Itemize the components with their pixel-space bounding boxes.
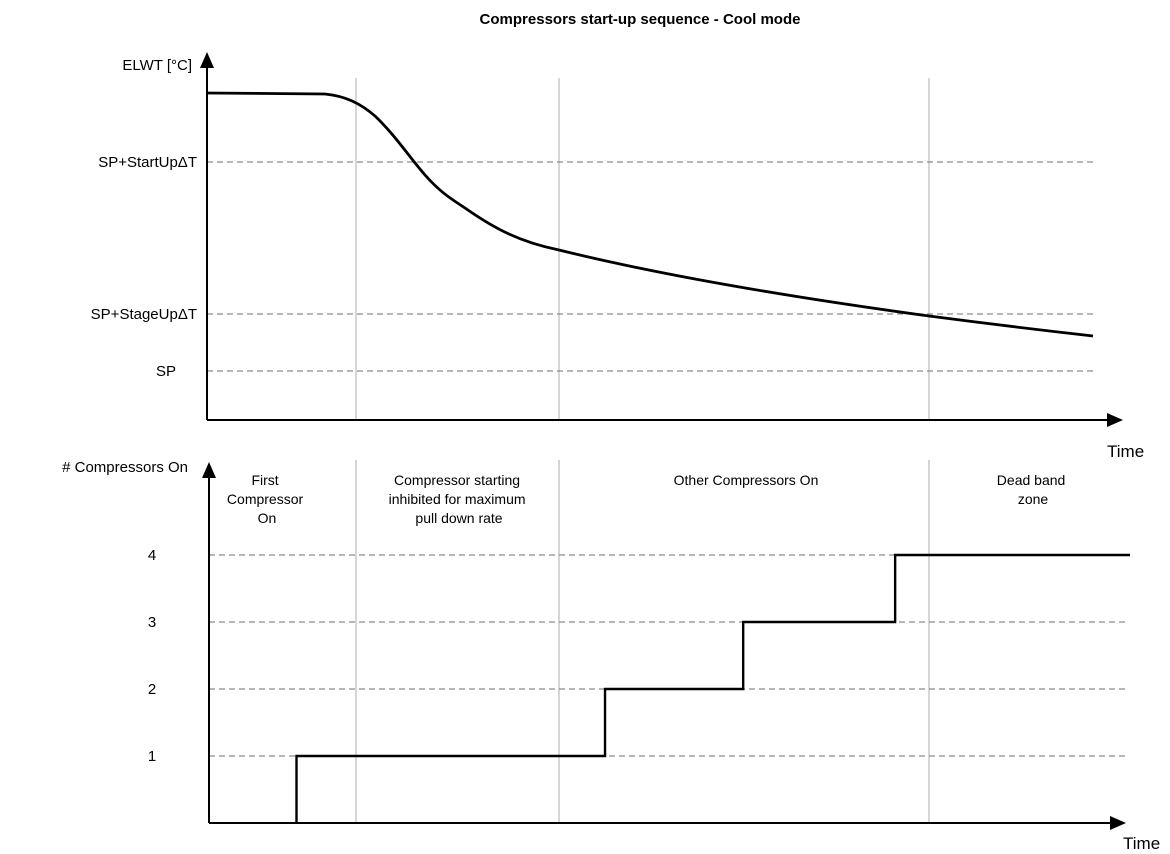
elwt-y-arrow xyxy=(200,52,214,68)
zone-4-line-1: Dead band xyxy=(997,472,1066,488)
ref-label-sp: SP xyxy=(156,363,176,380)
zone-4-line-2: zone xyxy=(1018,491,1049,507)
zone-3-line-1: Other Compressors On xyxy=(674,472,819,488)
compressor-tick-label-2: 2 xyxy=(148,681,156,698)
elwt-y-axis-label: ELWT [°C] xyxy=(122,57,192,74)
elwt-curve xyxy=(206,91,1094,338)
zone-label-other-compressors: Other Compressors On xyxy=(674,472,819,488)
compressor-y-arrow xyxy=(202,462,216,478)
compressor-tick-label-1: 1 xyxy=(148,748,156,765)
zone-label-dead-band: Dead band zone xyxy=(997,472,1069,507)
zone-2-line-3: pull down rate xyxy=(415,510,502,526)
compressor-x-arrow xyxy=(1110,816,1126,830)
zone-1-line-2: Compressor xyxy=(227,491,304,507)
compressor-tick-label-4: 4 xyxy=(148,547,156,564)
zone-label-inhibited: Compressor starting inhibited for maximu… xyxy=(389,472,530,526)
zone-2-line-1: Compressor starting xyxy=(394,472,520,488)
zone-1-line-1: First xyxy=(251,472,278,488)
ref-label-stageup: SP+StageUpΔT xyxy=(91,306,197,323)
elwt-panel: SP+StartUpΔT SP+StageUpΔT SP ELWT [°C] T… xyxy=(91,52,1144,461)
zone-1-line-3: On xyxy=(258,510,277,526)
compressor-marks: 1 2 3 4 xyxy=(148,547,1125,765)
compressor-x-axis-label: Time xyxy=(1123,834,1160,853)
compressor-step-line xyxy=(295,553,1130,823)
compressor-panel: 1 2 3 4 # Compressors On Time First Compres… xyxy=(62,459,1160,853)
zone-2-line-2: inhibited for maximum xyxy=(389,491,526,507)
ref-label-startup: SP+StartUpΔT xyxy=(98,154,197,171)
compressor-tick-label-3: 3 xyxy=(148,614,156,631)
zone-label-first-compressor: First Compressor On xyxy=(227,472,307,526)
elwt-x-arrow xyxy=(1107,413,1123,427)
chart-title: Compressors start-up sequence - Cool mod… xyxy=(480,11,801,28)
compressor-y-axis-label: # Compressors On xyxy=(62,459,188,476)
elwt-x-axis-label: Time xyxy=(1107,442,1144,461)
